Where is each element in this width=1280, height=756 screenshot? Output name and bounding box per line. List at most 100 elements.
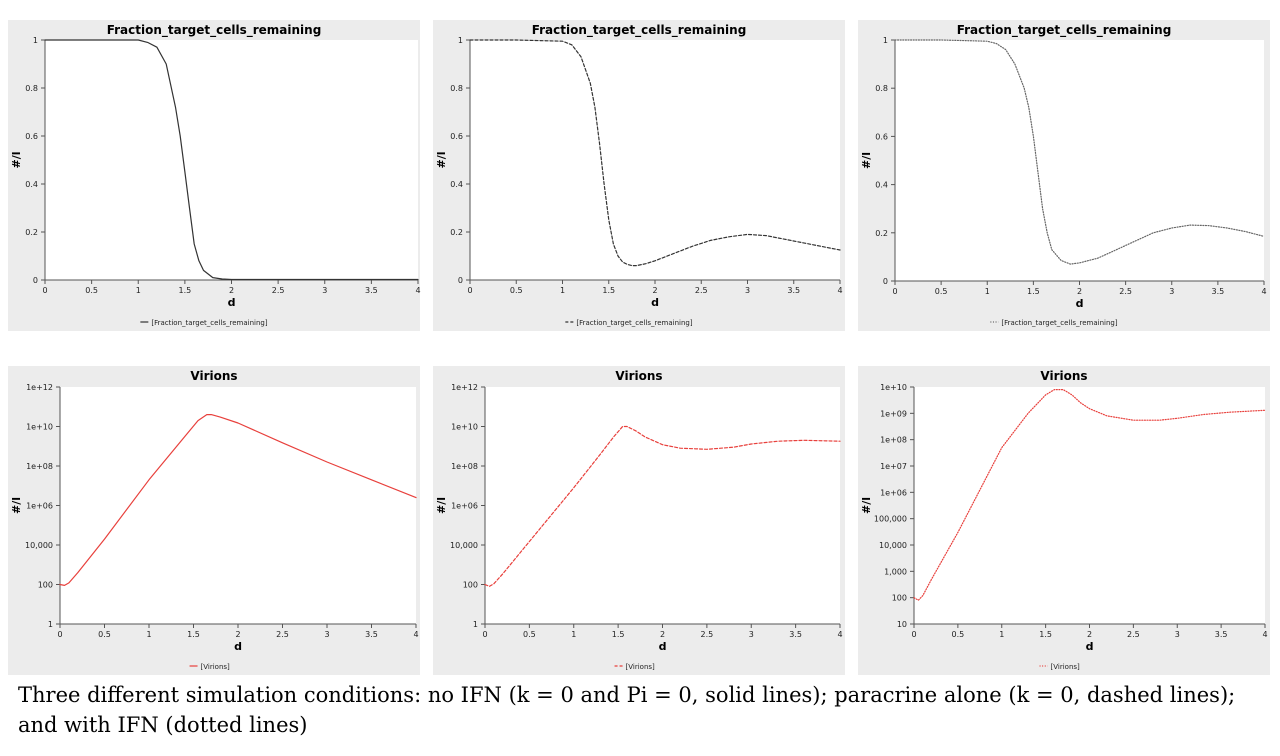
x-tick-label: 0 bbox=[42, 286, 47, 295]
y-tick-label: 1,000 bbox=[884, 567, 907, 576]
y-tick-label: 100 bbox=[38, 581, 53, 590]
x-axis-label: d bbox=[228, 296, 236, 309]
x-tick-label: 0 bbox=[467, 286, 472, 295]
y-tick-label: 0.2 bbox=[25, 228, 38, 237]
x-tick-label: 0 bbox=[482, 630, 487, 639]
y-tick-label: 0.6 bbox=[450, 132, 463, 141]
x-tick-label: 0.5 bbox=[952, 630, 965, 639]
x-tick-label: 0 bbox=[911, 630, 916, 639]
y-tick-label: 1e+07 bbox=[880, 462, 907, 471]
y-tick-label: 0.8 bbox=[25, 84, 38, 93]
y-tick-label: 100,000 bbox=[874, 515, 907, 524]
plot-area bbox=[45, 40, 418, 280]
y-tick-label: 100 bbox=[892, 594, 907, 603]
x-tick-label: 2 bbox=[1077, 287, 1082, 296]
x-tick-label: 0.5 bbox=[85, 286, 98, 295]
y-tick-label: 1 bbox=[473, 620, 478, 629]
chart-svg: Fraction_target_cells_remaining 0 0.2 0.4 0.… bbox=[860, 23, 1267, 327]
plot-area bbox=[470, 40, 840, 280]
chart-title: Fraction_target_cells_remaining bbox=[107, 23, 322, 38]
x-tick-label: 2.5 bbox=[1119, 287, 1132, 296]
y-tick-label: 10,000 bbox=[25, 541, 53, 550]
x-tick-label: 3 bbox=[749, 630, 754, 639]
legend-label: [Virions] bbox=[1051, 663, 1080, 671]
y-tick-label: 0.6 bbox=[25, 132, 38, 141]
y-tick-label: 1 bbox=[48, 620, 53, 629]
plot-area bbox=[485, 387, 840, 624]
x-axis-label: d bbox=[1086, 640, 1094, 653]
y-tick-label: 0.2 bbox=[450, 228, 463, 237]
x-tick-label: 3.5 bbox=[1215, 630, 1228, 639]
chart-panel-virions-dotted: Virions 1 0 100 1,000 10,000 100,000 1e+06 1e+07… bbox=[858, 366, 1270, 675]
y-axis-label: #/l bbox=[860, 497, 873, 514]
legend-label: [Fraction_target_cells_remaining] bbox=[151, 319, 267, 327]
x-tick-label: 1 bbox=[999, 630, 1004, 639]
x-tick-label: 1.5 bbox=[602, 286, 615, 295]
chart-panel-fraction-solid: Fraction_target_cells_remaining 0 0.2 0.4 0.… bbox=[8, 20, 421, 331]
y-tick-label: 1e+10 bbox=[880, 383, 907, 392]
y-tick-label: 1e+12 bbox=[451, 383, 478, 392]
chart-title: Fraction_target_cells_remaining bbox=[957, 23, 1172, 38]
x-tick-label: 2.5 bbox=[276, 630, 289, 639]
x-tick-label: 2.5 bbox=[272, 286, 285, 295]
series-line bbox=[469, 39, 841, 267]
x-tick-label: 3 bbox=[322, 286, 327, 295]
chart-title: Virions bbox=[615, 369, 662, 383]
series-line bbox=[913, 389, 1266, 601]
x-tick-label: 1.5 bbox=[612, 630, 625, 639]
x-tick-label: 4 bbox=[415, 286, 420, 295]
y-axis-label: #/l bbox=[10, 151, 23, 168]
chart-panel-fraction-dashed: Fraction_target_cells_remaining 0 0.2 0.4 0.… bbox=[433, 20, 845, 331]
chart-title: Virions bbox=[190, 369, 237, 383]
chart-svg: Virions 1 100 10,000 1e+06 1e+08 1e+10 1e+12 0 0.… bbox=[435, 369, 843, 671]
x-tick-label: 0.5 bbox=[935, 287, 948, 296]
y-tick-label: 1e+10 bbox=[451, 423, 478, 432]
x-axis-label: d bbox=[659, 640, 667, 653]
x-tick-label: 1.5 bbox=[187, 630, 200, 639]
x-tick-label: 1 bbox=[571, 630, 576, 639]
series-line bbox=[894, 39, 1265, 265]
x-tick-label: 4 bbox=[1261, 287, 1266, 296]
y-tick-label: 0.4 bbox=[25, 180, 38, 189]
x-tick-label: 1.5 bbox=[179, 286, 192, 295]
y-tick-label: 0 bbox=[883, 277, 888, 286]
x-tick-label: 2.5 bbox=[701, 630, 714, 639]
x-tick-label: 2 bbox=[235, 630, 240, 639]
y-tick-label: 10,000 bbox=[879, 541, 907, 550]
x-tick-label: 2 bbox=[1087, 630, 1092, 639]
x-tick-label: 3.5 bbox=[789, 630, 802, 639]
x-tick-label: 4 bbox=[413, 630, 418, 639]
y-tick-label: 1 bbox=[33, 36, 38, 45]
legend-label: [Virions] bbox=[626, 663, 655, 671]
series-line bbox=[59, 413, 417, 586]
chart-panel-virions-solid: Virions 1 100 10,000 1e+06 1e+08 1e+10 1e+12 0 0.… bbox=[8, 366, 420, 675]
y-tick-label: 1e+06 bbox=[880, 488, 907, 497]
x-tick-label: 3.5 bbox=[365, 286, 378, 295]
legend-label: [Fraction_target_cells_remaining] bbox=[576, 319, 692, 327]
x-tick-label: 1 bbox=[136, 286, 141, 295]
x-axis-label: d bbox=[234, 640, 242, 653]
y-tick-label: 0.4 bbox=[875, 181, 888, 190]
y-tick-label: 0.8 bbox=[875, 84, 888, 93]
chart-svg: Virions 1 100 10,000 1e+06 1e+08 1e+10 1e+12 0 0.… bbox=[10, 369, 419, 671]
x-tick-label: 0.5 bbox=[510, 286, 523, 295]
y-tick-label: 1 bbox=[458, 36, 463, 45]
y-tick-label: 0.6 bbox=[875, 132, 888, 141]
x-tick-label: 3 bbox=[745, 286, 750, 295]
plot-area bbox=[60, 387, 416, 624]
x-tick-label: 3 bbox=[1169, 287, 1174, 296]
chart-panel-fraction-dotted: Fraction_target_cells_remaining 0 0.2 0.4 0.… bbox=[858, 20, 1270, 331]
plot-area bbox=[895, 40, 1264, 281]
y-tick-label: 1e+09 bbox=[880, 409, 907, 418]
y-tick-label: 1e+06 bbox=[26, 502, 53, 511]
y-tick-label: 100 bbox=[463, 581, 478, 590]
y-tick-label: 0.8 bbox=[450, 84, 463, 93]
x-tick-label: 4 bbox=[837, 630, 842, 639]
chart-svg: Fraction_target_cells_remaining 0 0.2 0.4 0.… bbox=[10, 23, 421, 327]
chart-title: Virions bbox=[1040, 369, 1087, 383]
y-tick-label: 1e+08 bbox=[451, 462, 478, 471]
y-tick-label: 1 bbox=[883, 36, 888, 45]
x-axis-label: d bbox=[651, 296, 659, 309]
legend-label: [Fraction_target_cells_remaining] bbox=[1001, 319, 1117, 327]
y-tick-label: 0 bbox=[458, 276, 463, 285]
